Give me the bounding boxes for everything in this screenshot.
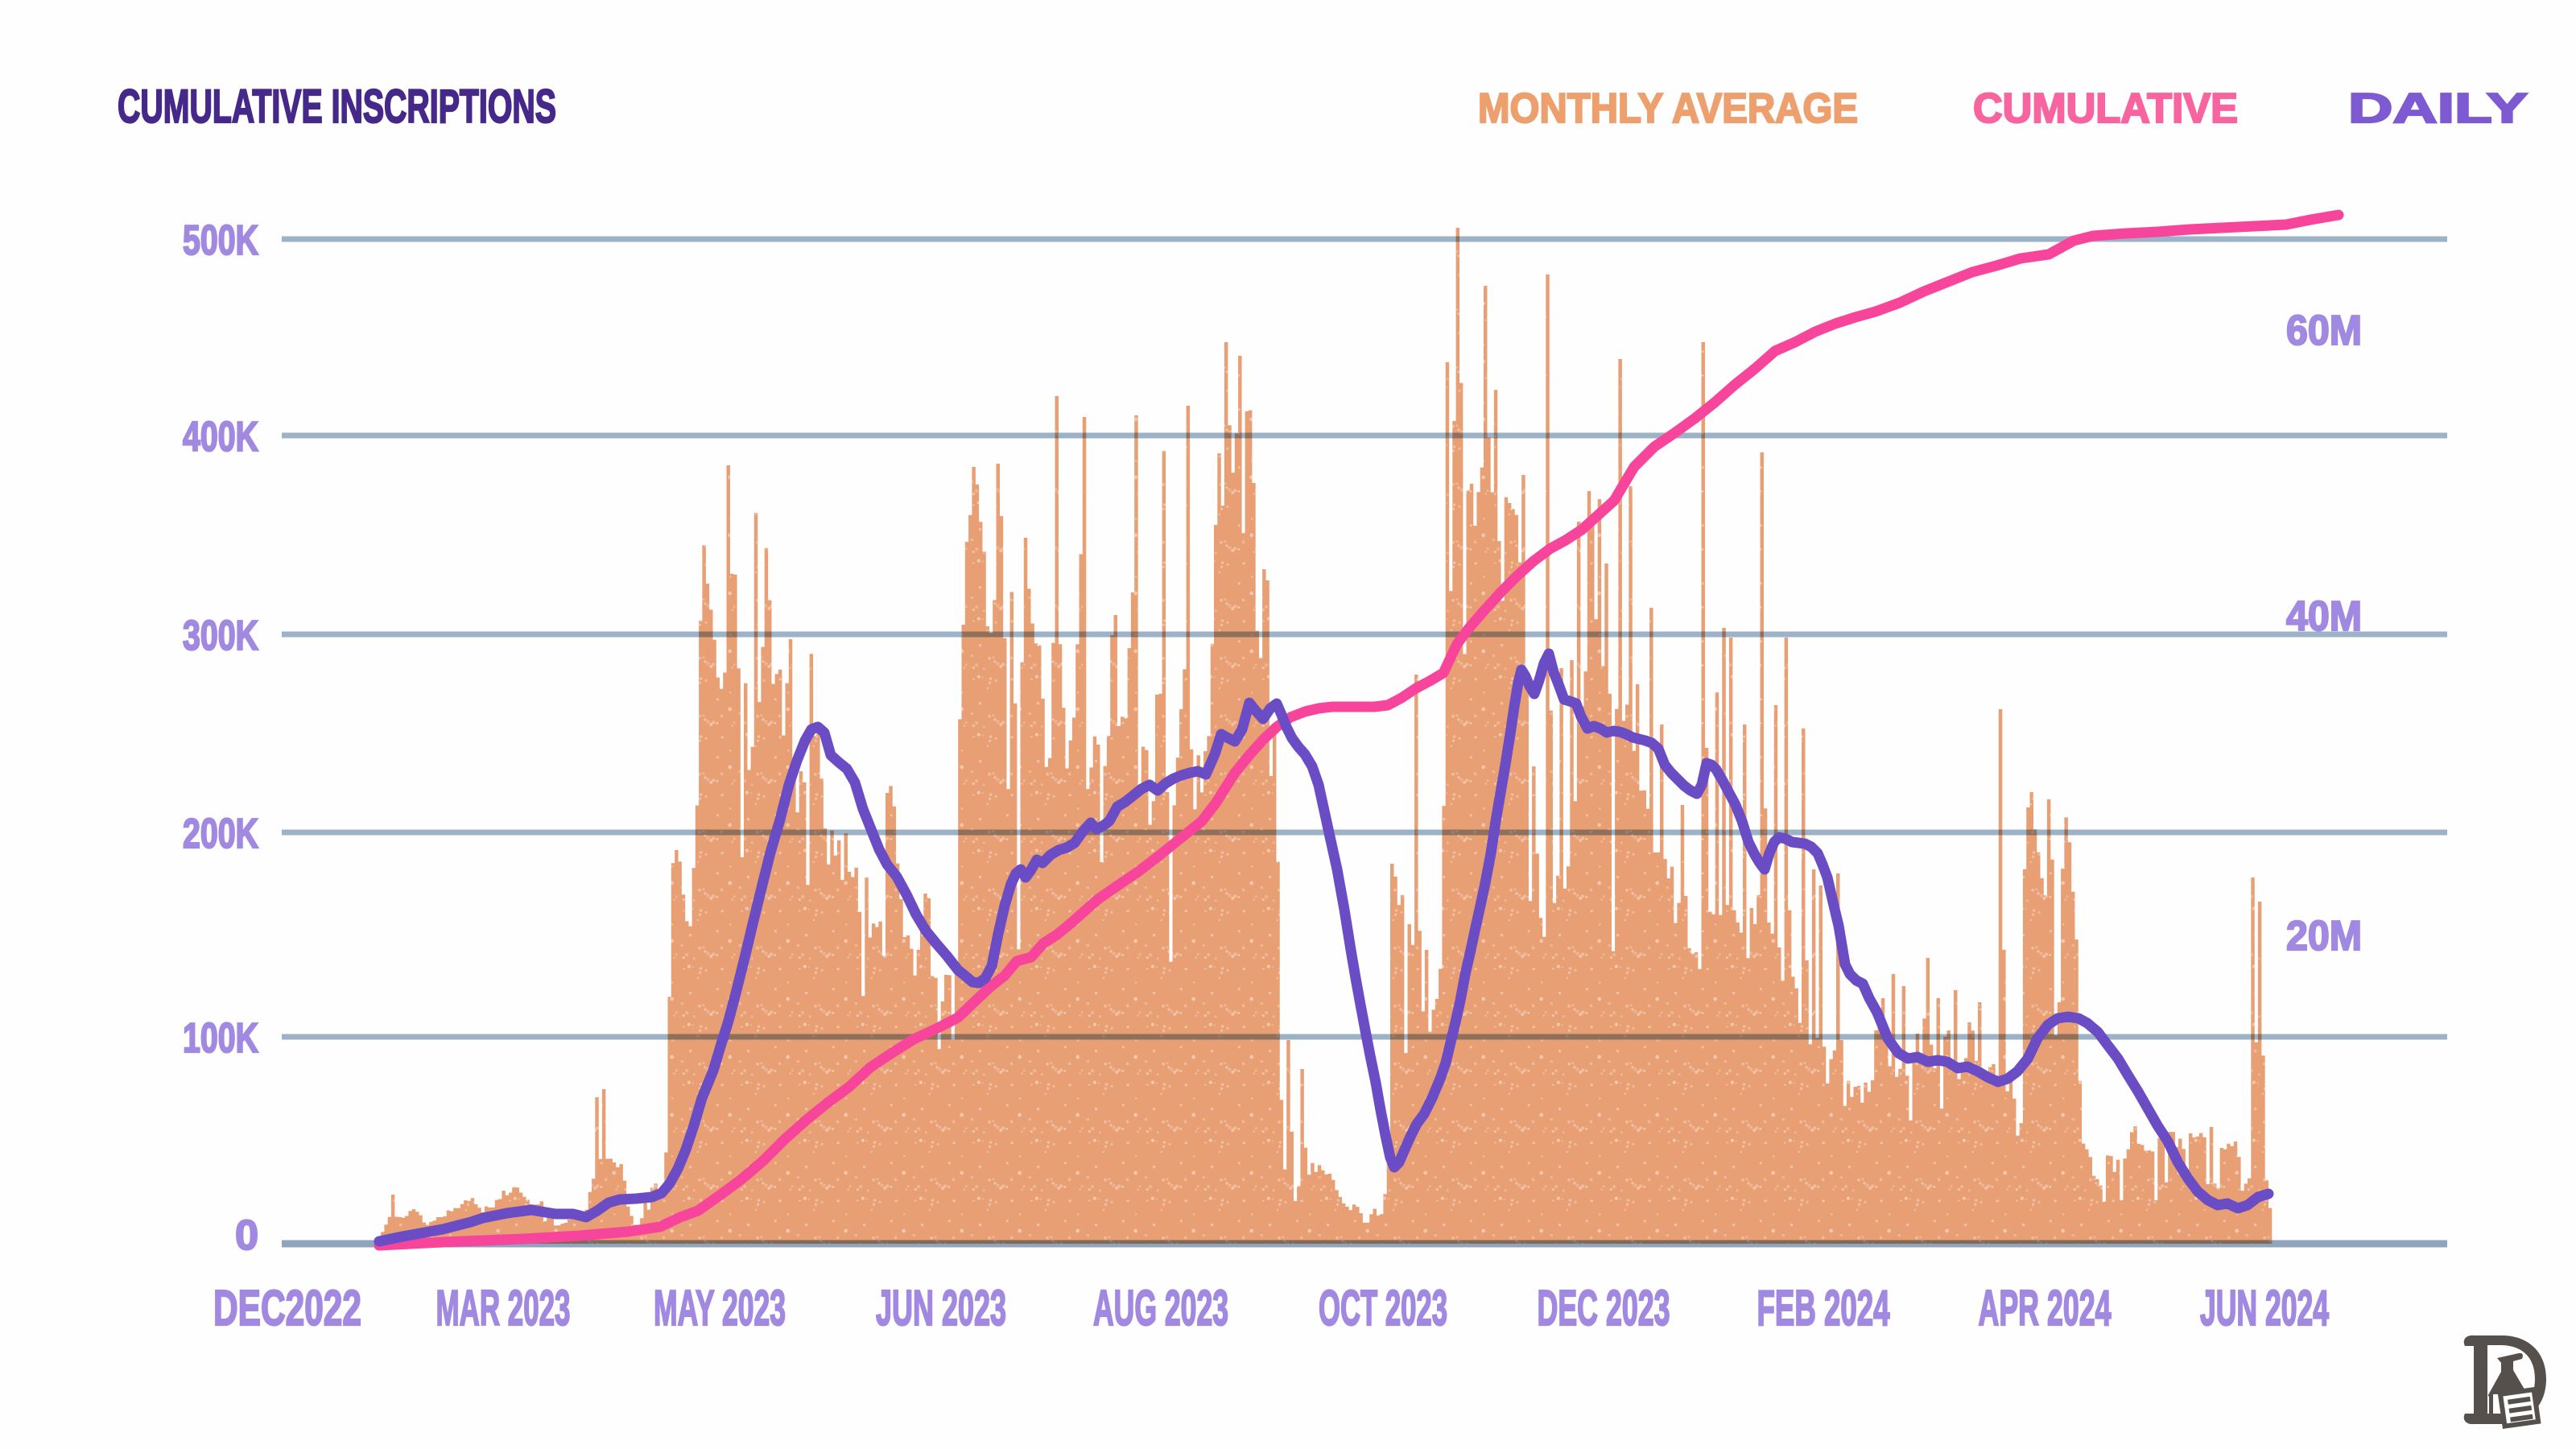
svg-text:FEB 2024: FEB 2024 [1757,1281,1890,1336]
svg-text:CUMULATIVE INSCRIPTIONS: CUMULATIVE INSCRIPTIONS [118,80,556,133]
svg-text:100K: 100K [183,1015,258,1062]
svg-text:OCT 2023: OCT 2023 [1319,1281,1447,1336]
svg-text:20M: 20M [2286,913,2362,960]
svg-text:0: 0 [235,1212,258,1259]
svg-text:MAR 2023: MAR 2023 [436,1281,571,1336]
svg-text:DEC2022: DEC2022 [213,1281,361,1336]
svg-text:MONTHLY AVERAGE: MONTHLY AVERAGE [1478,85,1858,132]
svg-text:200K: 200K [183,811,258,857]
svg-text:500K: 500K [183,217,258,264]
svg-text:40M: 40M [2286,593,2362,640]
svg-text:60M: 60M [2286,308,2362,354]
svg-text:AUG 2023: AUG 2023 [1093,1281,1228,1336]
svg-text:400K: 400K [183,414,258,460]
svg-text:DEC 2023: DEC 2023 [1538,1281,1670,1336]
svg-text:MAY 2023: MAY 2023 [654,1281,786,1336]
svg-text:APR 2024: APR 2024 [1979,1281,2112,1336]
svg-text:JUN 2023: JUN 2023 [876,1281,1006,1336]
svg-text:JUN 2024: JUN 2024 [2200,1281,2329,1336]
svg-text:300K: 300K [183,613,258,659]
svg-text:CUMULATIVE: CUMULATIVE [1973,85,2238,132]
svg-text:DAILY: DAILY [2348,85,2528,132]
